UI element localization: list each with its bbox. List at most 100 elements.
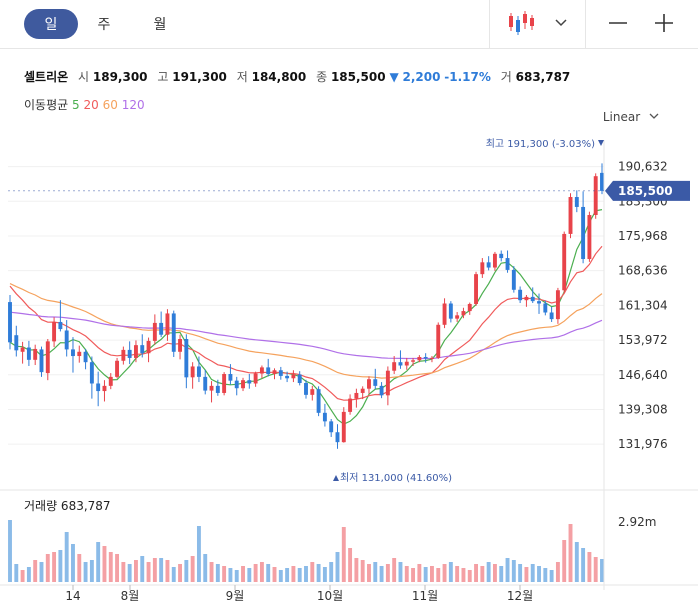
volume-bar bbox=[379, 566, 384, 582]
candle-body bbox=[234, 380, 239, 389]
volume-bar bbox=[297, 568, 302, 582]
candle-body bbox=[562, 233, 567, 291]
zoom-out-icon[interactable] bbox=[608, 13, 628, 33]
chevron-down-icon[interactable] bbox=[554, 14, 568, 28]
volume-bar bbox=[45, 554, 50, 582]
volume-bar bbox=[335, 552, 340, 582]
volume-bar bbox=[259, 562, 264, 582]
volume-panel-label: 거래량 683,787 bbox=[24, 499, 111, 513]
stock-name: 셀트리온 bbox=[24, 70, 69, 84]
volume-bar bbox=[505, 558, 510, 582]
volume-bar bbox=[360, 560, 365, 582]
candle-body bbox=[171, 313, 176, 352]
candle-body bbox=[52, 321, 57, 342]
volume-bar bbox=[222, 566, 227, 582]
scale-selector[interactable]: Linear bbox=[603, 110, 660, 124]
candle-body bbox=[196, 366, 201, 377]
volume-bar bbox=[209, 562, 214, 582]
volume-bar bbox=[215, 564, 220, 582]
low-label: 저 bbox=[236, 70, 248, 84]
candle-body bbox=[518, 289, 523, 301]
candle-body bbox=[26, 347, 31, 360]
toolbar-divider bbox=[489, 0, 490, 48]
time-tick-label: 12월 bbox=[507, 589, 533, 603]
high-annotation: 최고 191,300 (-3.03%) bbox=[486, 138, 595, 150]
volume-bar bbox=[455, 566, 460, 582]
volume-bar bbox=[228, 568, 233, 582]
candle-body bbox=[272, 370, 277, 375]
candle-body bbox=[474, 274, 478, 304]
candle-body bbox=[247, 380, 252, 384]
candle-body bbox=[505, 258, 510, 270]
ma120-line bbox=[9, 311, 603, 360]
candle-body bbox=[322, 412, 327, 422]
volume-bar bbox=[102, 546, 107, 582]
candle-body bbox=[64, 330, 69, 350]
candle-body bbox=[8, 302, 12, 343]
candle-body bbox=[14, 335, 19, 351]
volume-bar bbox=[203, 554, 208, 582]
volume-bar bbox=[33, 560, 38, 582]
tab-monthly[interactable]: 월 bbox=[153, 17, 167, 33]
candle-body bbox=[228, 374, 233, 381]
volume-bar bbox=[234, 570, 239, 582]
volume-bar bbox=[423, 567, 428, 582]
volume-bar bbox=[171, 567, 176, 582]
candle-body bbox=[45, 341, 50, 374]
tab-weekly[interactable]: 주 bbox=[97, 17, 111, 33]
high-marker-icon bbox=[598, 140, 604, 146]
candle-body bbox=[20, 347, 25, 352]
volume-bar bbox=[430, 566, 434, 582]
candle-body bbox=[335, 432, 340, 443]
candle-body bbox=[537, 301, 541, 304]
volume-bar bbox=[253, 564, 258, 582]
candle-body bbox=[127, 349, 132, 358]
candle-body bbox=[499, 253, 504, 259]
volume-bar bbox=[8, 520, 12, 582]
candle-body bbox=[259, 367, 264, 374]
tab-daily[interactable]: 일 bbox=[24, 9, 78, 39]
candle-body bbox=[423, 356, 428, 359]
volume-bar bbox=[134, 560, 138, 582]
candle-body bbox=[222, 374, 227, 393]
candle-body bbox=[467, 303, 472, 312]
volume-bar bbox=[159, 558, 164, 582]
volume-bar bbox=[341, 527, 346, 582]
time-tick-label: 11월 bbox=[412, 589, 438, 603]
candle-body bbox=[461, 311, 466, 316]
candle-body bbox=[341, 411, 346, 443]
candle-body bbox=[549, 312, 554, 320]
candlestick-chart-icon[interactable] bbox=[507, 10, 539, 36]
volume-bar bbox=[587, 552, 592, 582]
time-tick-label: 14 bbox=[65, 589, 80, 603]
toolbar-divider bbox=[585, 0, 586, 48]
scale-label: Linear bbox=[602, 110, 641, 124]
ma20-line bbox=[9, 245, 603, 401]
volume-bar bbox=[385, 564, 390, 582]
candle-body bbox=[102, 385, 107, 392]
candle-body bbox=[492, 253, 497, 268]
zoom-in-icon[interactable] bbox=[654, 13, 674, 33]
candle-body bbox=[373, 379, 378, 386]
candle-body bbox=[360, 388, 365, 393]
volume-bar bbox=[530, 564, 535, 582]
volume-bar bbox=[486, 562, 491, 582]
candle-body bbox=[587, 215, 592, 260]
volume-bar bbox=[247, 568, 252, 582]
volume-bar bbox=[467, 570, 472, 582]
candle-body bbox=[266, 367, 271, 375]
candle-body bbox=[480, 262, 485, 275]
high-label: 고 bbox=[157, 70, 169, 84]
annotations: 최고 191,300 (-3.03%) 최저 131,000 (41.60%) 18… bbox=[8, 138, 690, 484]
volume-bar bbox=[518, 564, 523, 582]
volume-bar bbox=[165, 560, 170, 582]
volume-bar bbox=[322, 567, 327, 582]
candle-body bbox=[297, 374, 302, 384]
change-value: 2,200 bbox=[402, 70, 441, 84]
volume-bar bbox=[71, 544, 75, 582]
candle-body bbox=[543, 303, 548, 313]
candle-body bbox=[140, 345, 145, 354]
candle-body bbox=[329, 421, 334, 433]
ma120-label: 120 bbox=[121, 98, 145, 112]
price-axis: 190,632 183,300 175,968 168,636 161,304 153,9… bbox=[0, 140, 698, 590]
